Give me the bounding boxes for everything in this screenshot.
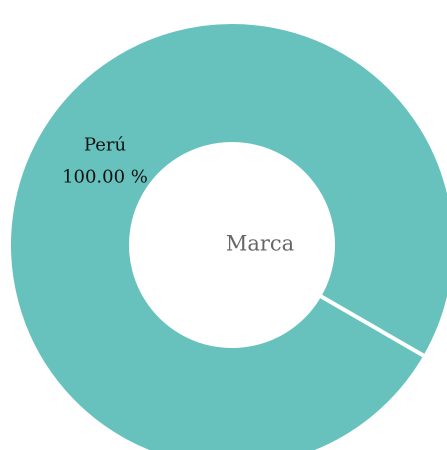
slice-value-label: 100.00 % — [62, 167, 148, 188]
center-label: Marca — [226, 232, 294, 256]
slice — [7, 20, 447, 450]
slice-label: Perú — [84, 135, 126, 156]
